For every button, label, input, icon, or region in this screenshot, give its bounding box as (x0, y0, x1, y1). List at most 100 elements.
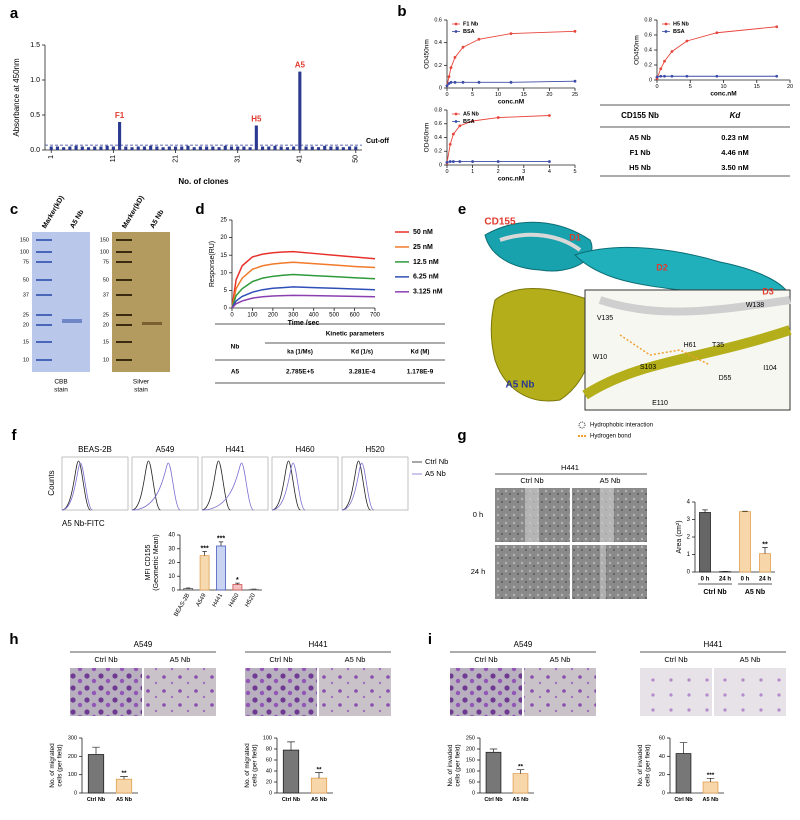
y-tick-label: 0 (224, 306, 228, 312)
point (452, 160, 455, 163)
bar (55, 146, 59, 150)
table-header: Kinetic parameters (326, 331, 385, 338)
y-axis-label: cells (per field) (455, 744, 462, 786)
histogram-frame (61, 456, 129, 511)
error-bar (762, 547, 768, 554)
table-cell: 3.281E-4 (349, 369, 376, 376)
histogram-ctrl (201, 460, 231, 511)
histogram-a5 (61, 462, 93, 511)
bar (254, 125, 258, 150)
bar (199, 555, 210, 591)
stain-label: stain (54, 387, 68, 394)
bar (115, 778, 133, 794)
x-tick-label: H441 (212, 592, 225, 608)
legend-marker (454, 120, 458, 123)
y-axis-label: cells (per field) (252, 744, 259, 786)
stain-label: stain (134, 387, 148, 394)
y-tick-label: 15 (220, 253, 227, 259)
histogram-ctrl (341, 460, 371, 511)
histogram-frame (341, 456, 409, 511)
y-tick-label: 1.5 (30, 42, 40, 49)
x-tick-label: 25 (572, 92, 578, 98)
error-bar (235, 582, 240, 585)
x-tick-label: 15 (521, 92, 527, 98)
ladder-label: 37 (23, 292, 29, 298)
y-axis-label: MFI CD155 (145, 545, 152, 581)
table-header: Nb (231, 344, 240, 351)
domain-label: CD155 (484, 217, 516, 228)
point (509, 80, 513, 84)
point (496, 160, 500, 163)
table-cell: 1.178E-9 (407, 369, 434, 376)
y-tick-label: 200 (466, 746, 475, 752)
bar (279, 146, 283, 150)
bar (183, 588, 194, 591)
domain-label: D3 (762, 286, 774, 296)
series-line (446, 30, 576, 86)
legend-label: Ctrl Nb (425, 457, 448, 466)
bar (316, 147, 321, 150)
bar (699, 512, 711, 573)
x-tick-label: 5 (471, 92, 474, 98)
invasion-image (450, 668, 522, 716)
bar (759, 553, 771, 573)
x-tick-label: 200 (268, 313, 279, 319)
legend-marker (664, 30, 668, 33)
x-tick-label: 3 (522, 169, 525, 175)
significance: ** (762, 541, 768, 548)
legend-label: 50 nM (413, 229, 433, 236)
x-tick-label: 0 (655, 84, 658, 90)
y-tick-label: 0 (74, 790, 77, 796)
bar (485, 751, 502, 794)
group-label: A5 Nb (745, 589, 765, 596)
table-cell: F1 Nb (630, 148, 651, 157)
error-bar (202, 551, 207, 556)
x-tick-label: 20 (546, 92, 552, 98)
legend-label: Hydrogen bond (590, 434, 631, 440)
group-label: Ctrl Nb (703, 589, 726, 596)
migration-image (144, 668, 216, 716)
y-tick-label: 3 (687, 517, 691, 523)
y-tick-label: 250 (466, 735, 475, 741)
y-tick-label: 150 (466, 757, 475, 763)
y-tick-label: 20 (220, 235, 227, 241)
x-tick-label: H460 (228, 592, 241, 608)
cbb-gel (32, 232, 90, 372)
bar (675, 753, 692, 794)
series-line (231, 250, 376, 309)
ladder-label: 10 (23, 357, 29, 363)
y-axis-label: Counts (47, 470, 56, 495)
point (659, 74, 663, 78)
point (453, 56, 457, 59)
ladder-label: 20 (103, 322, 109, 328)
point (659, 67, 663, 71)
y-tick-label: 0.0 (30, 147, 40, 154)
x-tick-label: 4 (548, 169, 551, 175)
x-tick-label: 1 (48, 155, 55, 159)
bar (282, 749, 300, 794)
bar (739, 511, 751, 573)
histogram-a5 (201, 462, 254, 511)
error-bar (120, 776, 128, 780)
ladder-band (36, 359, 52, 361)
legend-label: 12.5 nM (413, 259, 439, 266)
point (461, 80, 465, 84)
y-tick-label: 40 (168, 533, 175, 539)
table-cell: 2.785E+5 (286, 369, 314, 376)
residue-label: S103 (640, 364, 656, 371)
histogram-frame (201, 456, 269, 511)
ladder-band (116, 341, 132, 343)
residue-label: W138 (746, 302, 764, 309)
bar (310, 777, 328, 794)
y-tick-label: 100 (466, 768, 475, 774)
x-tick-label: A5 Nb (116, 797, 133, 803)
wound-image (572, 545, 647, 599)
x-tick-label: 10 (720, 84, 726, 90)
y-tick-label: 0 (687, 570, 691, 576)
legend-hydrophobic (578, 421, 586, 429)
residue-label: V135 (597, 315, 613, 322)
point (775, 25, 779, 29)
panel-label: g (457, 427, 466, 444)
bar (348, 146, 352, 150)
point (449, 66, 453, 69)
